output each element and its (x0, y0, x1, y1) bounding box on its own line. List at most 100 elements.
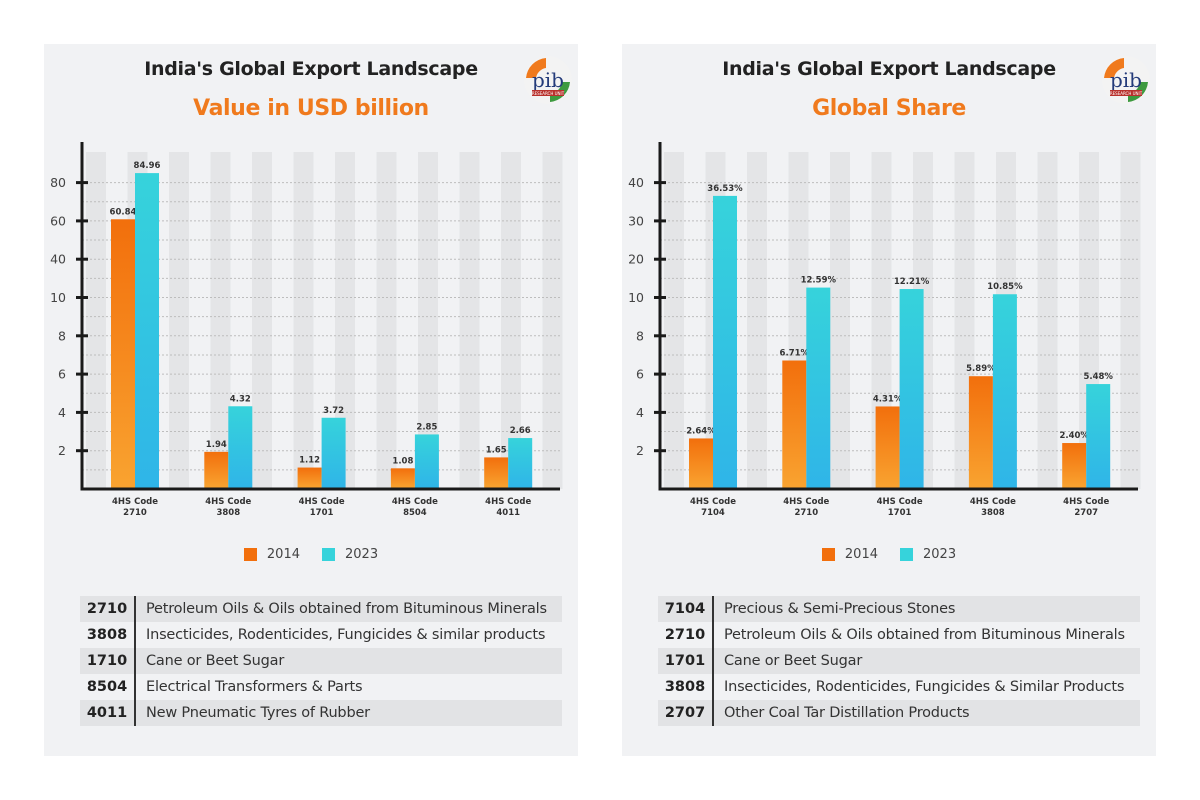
hs-code: 4011 (86, 705, 128, 721)
y-tick-label: 6 (636, 367, 644, 382)
bar-2023 (508, 438, 533, 488)
legend-label-2014: 2014 (266, 547, 300, 562)
column-divider (712, 700, 714, 726)
legend-label-2023: 2023 (923, 547, 957, 562)
bar-2014 (1062, 443, 1087, 488)
bar-label-2014: 5.89% (966, 364, 996, 374)
x-tick-label: 4HS Code (1063, 497, 1109, 507)
y-tick-label: 2 (636, 443, 644, 458)
bar-label-2014: 2.64% (686, 426, 716, 436)
y-tick-label: 10 (50, 290, 66, 305)
y-tick-label: 40 (628, 175, 644, 190)
hs-description: Cane or Beet Sugar (724, 653, 863, 669)
column-divider (134, 700, 136, 726)
bar-2014 (968, 376, 993, 488)
bar-label-2023: 4.32 (230, 394, 251, 404)
y-tick-label: 60 (50, 213, 66, 228)
y-tick-label: 8 (636, 328, 644, 343)
bar-label-2014: 4.31% (873, 394, 903, 404)
bar-2023 (806, 287, 831, 488)
bar-label-2023: 12.21% (894, 277, 930, 287)
y-tick-label: 80 (50, 175, 66, 190)
hs-description: Petroleum Oils & Oils obtained from Bitu… (146, 601, 547, 617)
logo-text: pib (1110, 68, 1142, 92)
background-stripe (664, 152, 684, 489)
hs-code: 3808 (664, 679, 706, 695)
legend-item-2014: 2014 (821, 547, 878, 562)
table-row: 3808 Insecticides, Rodenticides, Fungicid… (658, 674, 1140, 700)
logo-subtext: RESEARCH UNIT (1110, 91, 1143, 96)
background-stripe (501, 152, 521, 489)
column-divider (134, 622, 136, 648)
x-tick-label: 1701 (310, 508, 334, 518)
bar-label-2023: 36.53% (707, 184, 743, 194)
chart-legend: 2014 2023 (44, 547, 578, 562)
x-tick-label: 4HS Code (112, 497, 158, 507)
x-tick-label: 7104 (701, 508, 725, 518)
legend-label-2023: 2023 (345, 547, 379, 562)
background-stripe (169, 152, 189, 489)
background-stripe (542, 152, 563, 489)
background-stripe (1037, 152, 1058, 489)
background-stripe (86, 152, 106, 489)
bar-label-2014: 6.71% (780, 349, 810, 359)
table-row: 1701 Cane or Beet Sugar (658, 648, 1140, 674)
x-tick-label: 4HS Code (485, 497, 531, 507)
export-value-panel: India's Global Export Landscape Value in… (44, 44, 578, 756)
table-row: 2710 Petroleum Oils & Oils obtained from … (80, 596, 562, 622)
legend-label-2014: 2014 (844, 547, 878, 562)
hs-description: Petroleum Oils & Oils obtained from Bitu… (724, 627, 1125, 643)
legend-item-2023: 2023 (900, 547, 956, 562)
bar-2014 (111, 219, 135, 488)
table-row: 7104 Precious & Semi-Precious Stones (658, 596, 1140, 622)
x-tick-label: 3808 (981, 508, 1005, 518)
column-divider (134, 674, 136, 700)
column-divider (134, 648, 136, 674)
background-stripe (459, 152, 480, 489)
bar-2023 (414, 434, 439, 488)
legend-item-2014: 2014 (243, 547, 300, 562)
y-tick-label: 10 (628, 290, 644, 305)
chart-title: India's Global Export Landscape (722, 58, 1056, 80)
hs-description: New Pneumatic Tyres of Rubber (146, 705, 370, 721)
legend-item-2023: 2023 (322, 547, 378, 562)
hs-code: 8504 (86, 679, 128, 695)
bar-label-2023: 2.66 (510, 426, 531, 436)
hs-code: 2707 (664, 705, 706, 721)
bar-label-2023: 5.48% (1083, 372, 1113, 382)
background-stripe (1120, 152, 1141, 489)
y-tick-label: 2 (58, 443, 66, 458)
background-stripe (335, 152, 355, 489)
bar-2014 (689, 438, 713, 488)
x-tick-label: 4HS Code (392, 497, 438, 507)
column-divider (712, 596, 714, 622)
bar-label-2014: 1.65 (486, 445, 507, 455)
bar-2023 (228, 406, 253, 488)
background-stripe (747, 152, 767, 489)
legend-swatch-2023 (900, 548, 913, 561)
table-row: 4011 New Pneumatic Tyres of Rubber (80, 700, 562, 726)
bar-label-2014: 60.84 (110, 207, 137, 217)
x-tick-label: 2710 (794, 508, 818, 518)
hs-description: Other Coal Tar Distillation Products (724, 705, 970, 721)
chart-subtitle: Value in USD billion (193, 96, 429, 121)
y-tick-label: 6 (58, 367, 66, 382)
x-tick-label: 4011 (496, 508, 520, 518)
hs-description: Precious & Semi-Precious Stones (724, 601, 956, 617)
legend-swatch-2023 (322, 548, 335, 561)
hs-description: Electrical Transformers & Parts (146, 679, 363, 695)
x-tick-label: 3808 (216, 508, 240, 518)
background-stripe (418, 152, 438, 489)
x-tick-label: 4HS Code (783, 497, 829, 507)
table-row: 3808 Insecticides, Rodenticides, Fungicid… (80, 622, 562, 648)
column-divider (712, 648, 714, 674)
x-tick-label: 1701 (888, 508, 912, 518)
table-row: 2710 Petroleum Oils & Oils obtained from … (658, 622, 1140, 648)
